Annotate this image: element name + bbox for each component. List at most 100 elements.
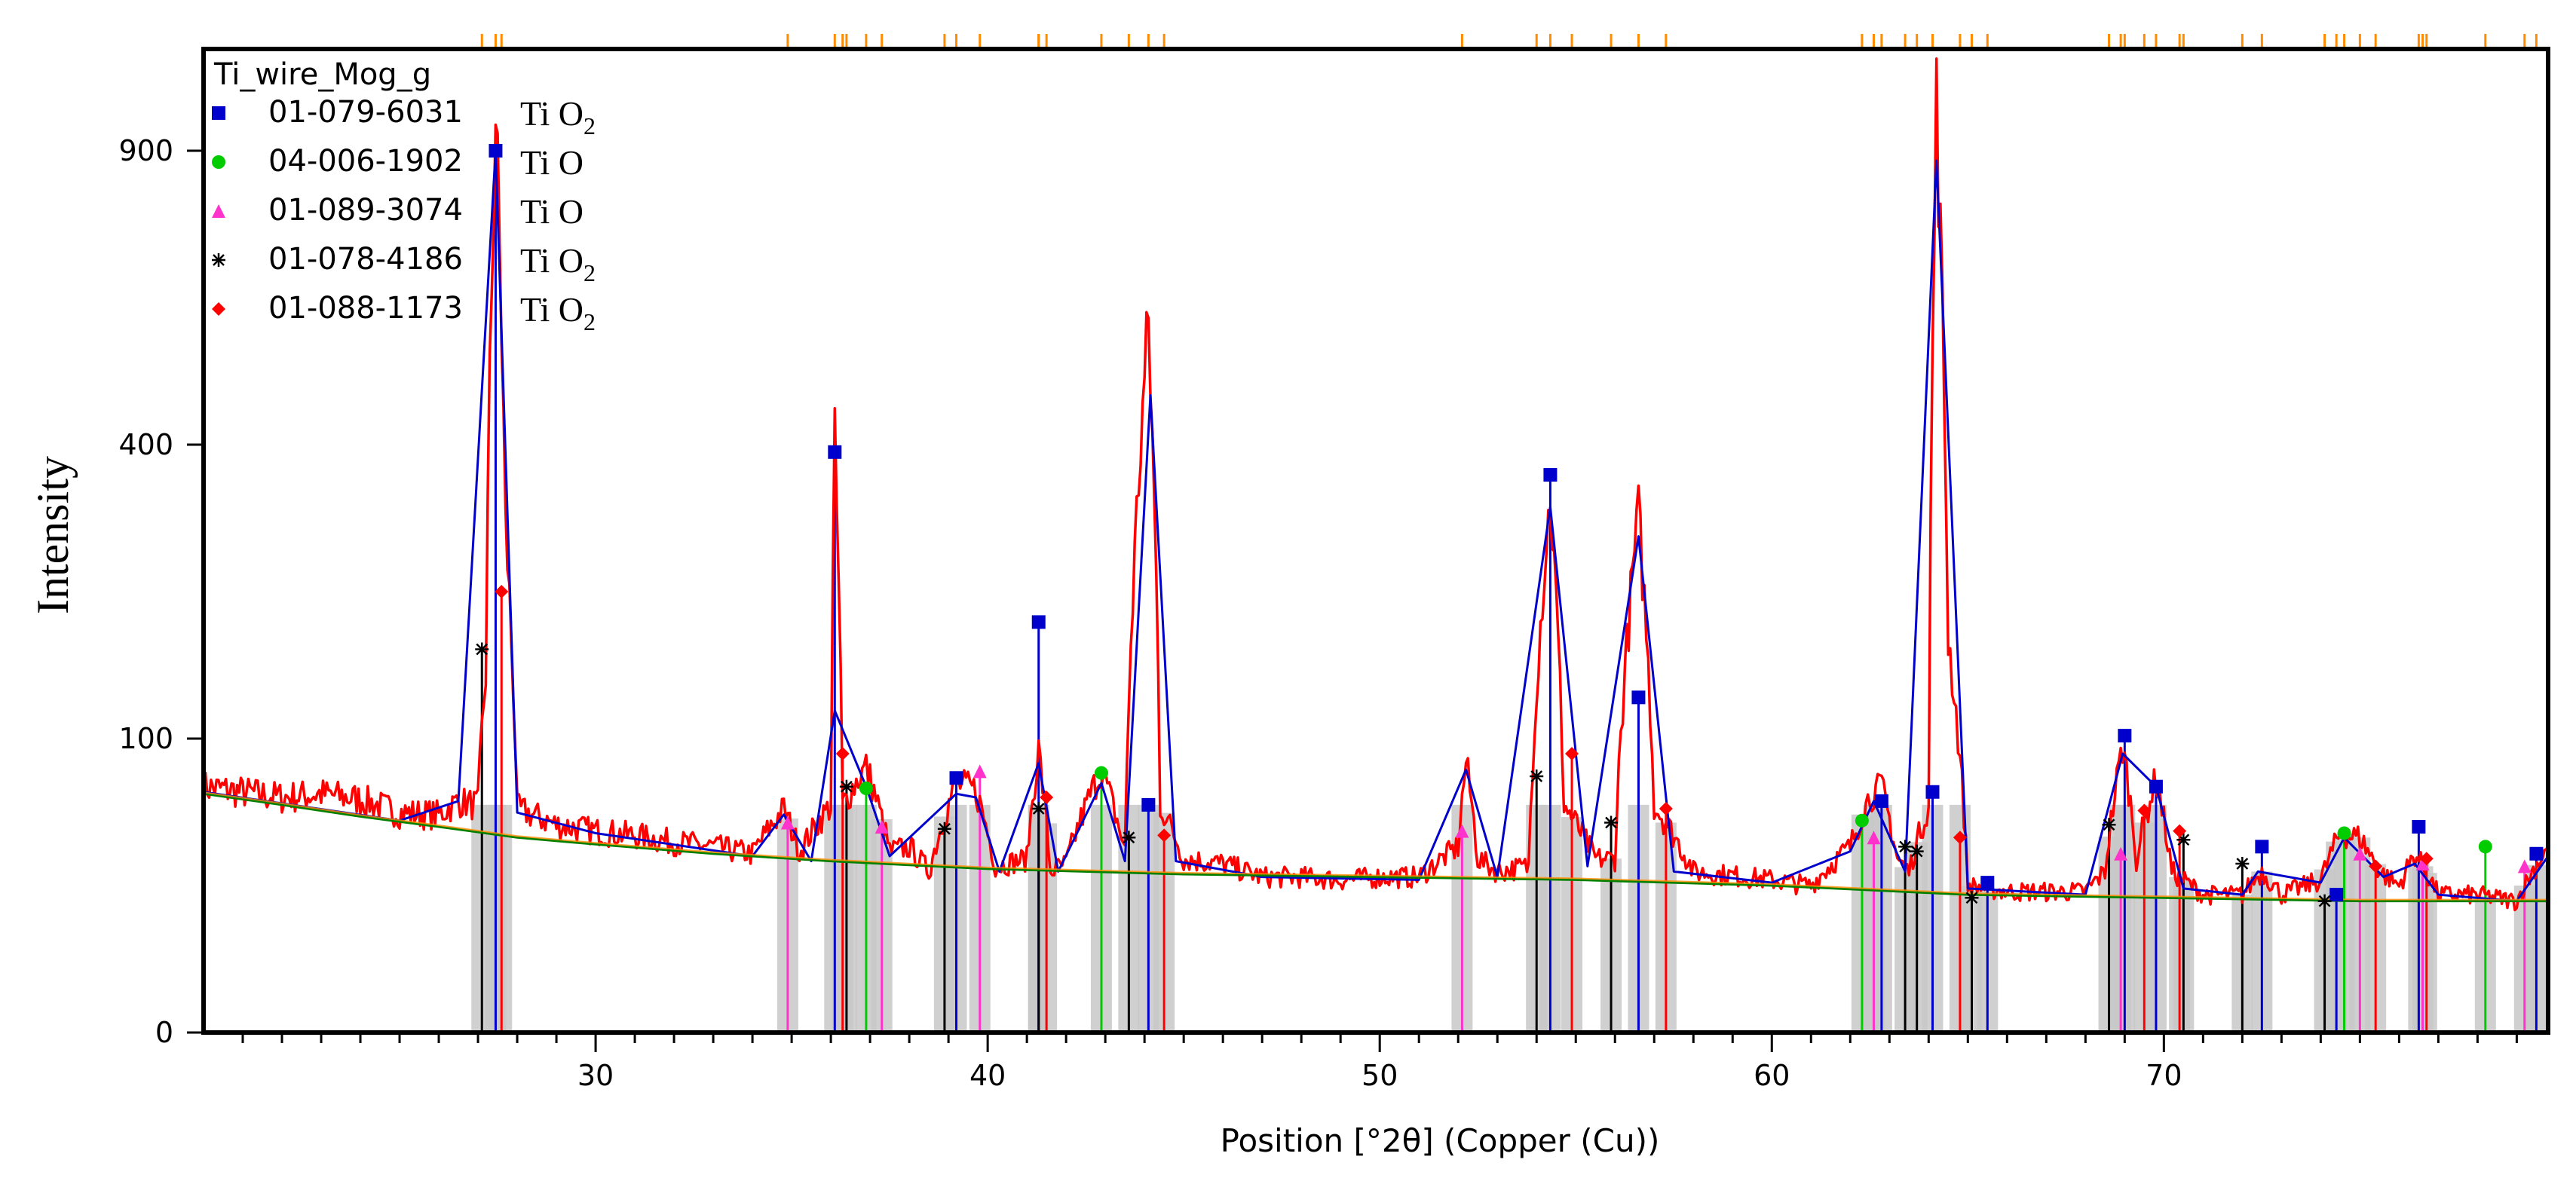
reference-peak-marker-stroke: [1910, 845, 1923, 858]
legend-title: Ti_wire_Mog_g: [213, 57, 431, 92]
reference-peak-marker-stroke: [1530, 770, 1543, 782]
reference-peak-marker-stroke: [1032, 803, 1045, 815]
legend-marker: [212, 106, 225, 120]
reference-peak-marker: [2529, 846, 2544, 861]
reference-peak-marker: [874, 820, 889, 834]
reference-peak-lines: [480, 151, 2538, 1033]
legend-formula: Ti O: [520, 143, 584, 182]
reference-peak-marker: [1874, 794, 1888, 808]
top-reference-ticks: [480, 34, 2538, 48]
legend: Ti_wire_Mog_g 01-079-6031 Ti O204-006-190…: [212, 57, 596, 335]
x-tick-label: 40: [969, 1059, 1006, 1092]
legend-entries: 01-079-6031 Ti O2 04-006-1902 Ti O 01-089-30…: [212, 94, 596, 335]
legend-marker: [212, 155, 225, 169]
reference-peak-marker: [1855, 813, 1869, 828]
legend-code: 01-089-3074: [268, 193, 463, 228]
series-line-calculated: [203, 149, 2550, 903]
reference-peak-marker: [2517, 859, 2532, 874]
legend-formula-subscript: 2: [584, 259, 596, 286]
legend-code: 01-079-6031: [268, 95, 463, 130]
legend-marker-stroke: [213, 254, 225, 266]
y-tick-label: 900: [118, 134, 173, 167]
reference-peak-marker: [2173, 824, 2187, 838]
reference-peak-marker: [2412, 820, 2426, 834]
x-tick-label: 70: [2146, 1059, 2182, 1092]
y-tick-label: 100: [118, 722, 173, 755]
reference-peak-marker: [2369, 859, 2383, 874]
reference-peak-marker-stroke: [1123, 831, 1135, 844]
legend-formula: Ti O2: [520, 290, 596, 335]
y-axis-title: Intensity: [28, 456, 78, 614]
series-line-background: [203, 792, 2548, 903]
reference-peak-marker-stroke: [476, 643, 489, 656]
legend-code: 01-078-4186: [268, 242, 463, 277]
data-series: [202, 57, 2550, 912]
reference-peak-marker-stroke: [2236, 858, 2249, 870]
reference-peak-marker: [1965, 891, 1979, 905]
reference-peak-marker: [495, 585, 509, 598]
legend-code: 04-006-1902: [268, 144, 463, 179]
reference-peak-marker: [1867, 831, 1881, 845]
reference-peak-marker: [2255, 840, 2269, 854]
reference-peak-marker: [2137, 803, 2152, 818]
x-tick-label: 30: [577, 1059, 614, 1092]
reference-peak-marker: [1953, 831, 1967, 845]
reference-peak-marker: [2478, 840, 2492, 854]
reference-peak-marker: [2102, 818, 2116, 832]
reference-peak-marker: [1031, 801, 1046, 815]
reference-peak-marker-stroke: [2177, 834, 2190, 846]
reference-peak-marker: [1157, 828, 1172, 843]
reference-peak-marker-stroke: [1605, 816, 1617, 829]
x-tick-label: 50: [1362, 1059, 1398, 1092]
reference-peak-marker: [2235, 856, 2250, 870]
legend-marker: [212, 253, 225, 267]
x-axis-title: Position [°2θ] (Copper (Cu)): [1221, 1122, 1660, 1159]
reference-peak-marker: [2317, 894, 2332, 908]
series-line-background-alt: [203, 791, 2548, 901]
reference-peak-markers: [475, 144, 2544, 908]
reference-peak-marker: [2114, 846, 2128, 861]
reference-peak-marker: [2118, 729, 2132, 743]
reference-peak-marker: [1925, 785, 1940, 799]
plot-frame: [201, 47, 2550, 1035]
reference-peak-marker: [1141, 797, 1156, 812]
reference-peak-marker-stroke: [1965, 892, 1978, 904]
reference-peak-marker: [1565, 747, 1579, 761]
reference-peak-marker: [1455, 824, 1469, 838]
reference-peak-marker: [937, 821, 951, 836]
reference-peak-marker: [2149, 779, 2163, 794]
reference-peak-marker-stroke: [1899, 840, 1911, 853]
reference-peak-marker: [475, 642, 489, 656]
reference-peak-marker: [2419, 852, 2434, 866]
legend-formula-subscript: 2: [584, 308, 596, 335]
axis-ticks: 30 40 50 60 70 0 100 400 900: [118, 134, 2518, 1092]
reference-peak-marker: [2337, 826, 2351, 840]
reference-peak-marker: [828, 445, 842, 459]
reference-peak-marker: [1910, 844, 1924, 858]
peak-highlight-bands: [471, 804, 2547, 1033]
reference-peak-marker: [1094, 766, 1108, 780]
reference-peak-marker-stroke: [2103, 818, 2115, 831]
reference-peak-marker: [1980, 876, 1995, 890]
reference-peak-marker: [1604, 815, 1619, 830]
reference-peak-marker: [1530, 769, 1544, 784]
reference-peak-marker: [839, 779, 853, 794]
reference-peak-marker: [973, 764, 987, 779]
legend-marker: [212, 302, 225, 316]
reference-peak-marker: [835, 747, 850, 761]
legend-formula: Ti O2: [520, 241, 596, 286]
reference-peak-marker: [1659, 801, 1673, 815]
y-tick-label: 0: [155, 1016, 173, 1049]
reference-peak-marker: [1631, 690, 1646, 705]
reference-peak-marker: [1543, 468, 1558, 482]
legend-formula-subscript: 2: [584, 112, 596, 139]
reference-peak-marker: [2329, 888, 2344, 902]
reference-peak-marker: [1040, 791, 1054, 804]
reference-peak-marker-stroke: [2318, 895, 2331, 907]
reference-peak-marker: [1898, 840, 1913, 854]
reference-peak-marker: [859, 782, 873, 796]
reference-peak-marker-stroke: [939, 822, 951, 835]
reference-peak-marker: [2415, 856, 2430, 870]
reference-peak-marker-stroke: [841, 780, 853, 793]
legend-code: 01-088-1173: [268, 291, 463, 326]
